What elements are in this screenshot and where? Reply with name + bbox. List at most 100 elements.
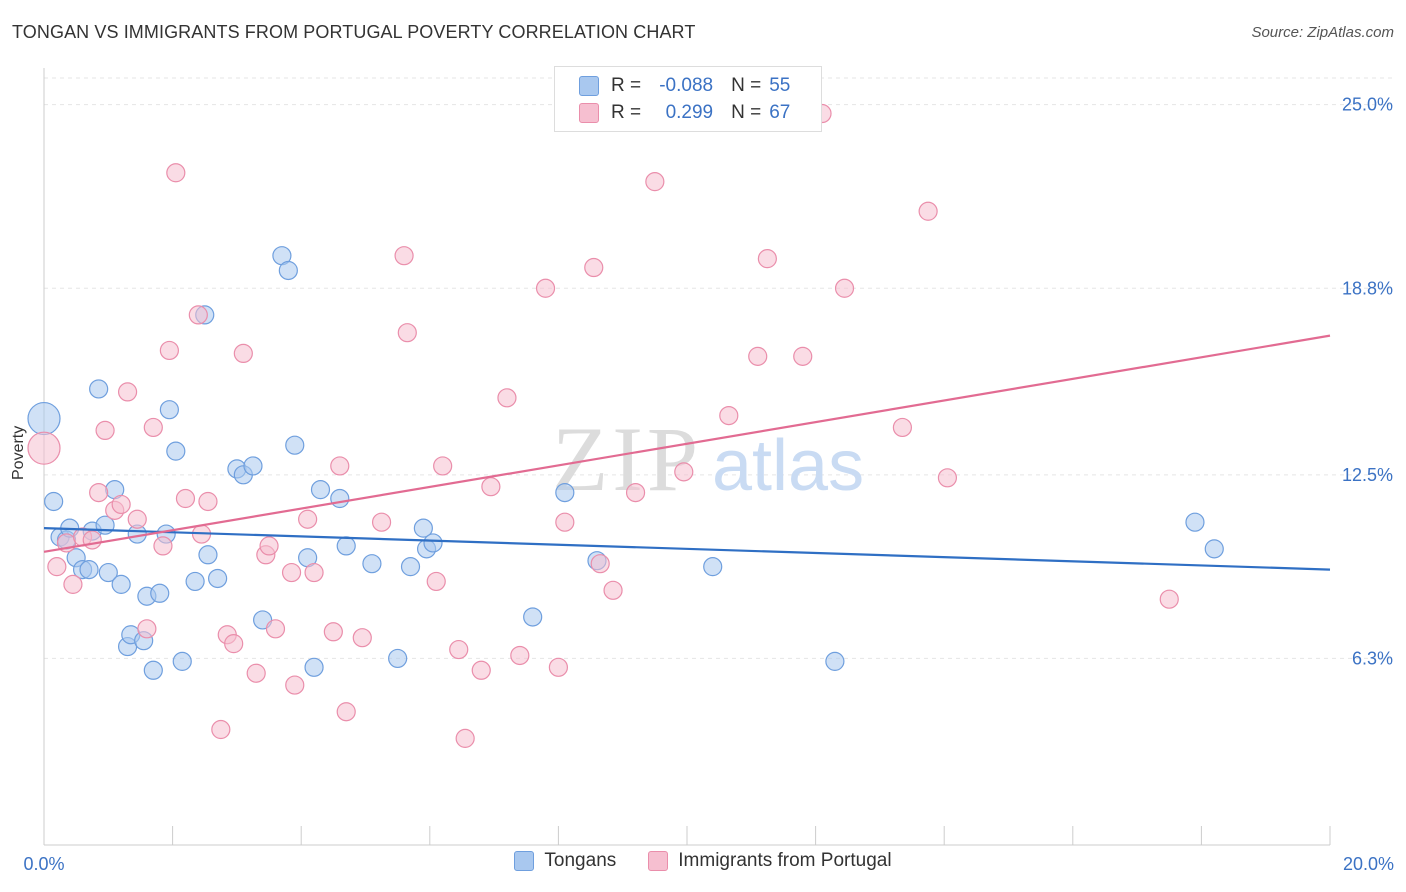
tongans-trend-line (43, 527, 1331, 571)
portugal-point (285, 675, 305, 695)
watermark-zip: ZIP (552, 408, 702, 510)
portugal-point (246, 663, 266, 683)
portugal-point (892, 417, 913, 438)
legend-n-value: 55 (769, 75, 791, 96)
portugal-trend-line (43, 334, 1331, 553)
portugal-point (111, 494, 131, 515)
portugal-point (259, 536, 279, 556)
series-legend-label: Immigrants from Portugal (678, 850, 892, 871)
tongans-point (172, 651, 192, 671)
portugal-point (175, 488, 196, 509)
portugal-point (555, 512, 575, 532)
portugal-point (188, 305, 208, 325)
series-legend-tongans[interactable]: Tongans (514, 850, 616, 872)
tongans-point (98, 562, 118, 583)
tongans-point (555, 482, 575, 503)
portugal-point (159, 340, 179, 361)
y-tick-label: 18.8% (1342, 278, 1393, 298)
portugal-point (535, 278, 556, 298)
tongans-point (198, 545, 218, 565)
y-tick-label: 12.5% (1342, 465, 1393, 485)
tongans-point (79, 559, 99, 580)
watermark-atlas: atlas (712, 426, 864, 506)
tongans-point (304, 657, 324, 677)
portugal-point (265, 619, 286, 639)
portugal-point (455, 728, 475, 748)
portugal-point (233, 343, 253, 364)
portugal-point (719, 405, 739, 426)
portugal-point (27, 431, 61, 465)
tick-labels: 6.3% 12.5% 18.8% 25.0% 0.0% 20.0% (23, 95, 1394, 874)
portugal-point (1159, 589, 1179, 609)
portugal-point (166, 163, 186, 183)
y-tick-label: 6.3% (1352, 648, 1393, 668)
portugal-point (397, 323, 417, 343)
portugal-point (757, 249, 777, 269)
legend-row-tongans: R = -0.088 N = 55 (579, 73, 790, 99)
portugal-point (298, 509, 318, 529)
portugal-point (352, 628, 372, 648)
legend-row-portugal: R = 0.299 N = 67 (579, 100, 790, 126)
tongans-point (310, 480, 331, 500)
tongans-point (1204, 539, 1224, 559)
portugal-point (224, 634, 244, 654)
tongans-point (185, 571, 205, 592)
portugal-point (625, 482, 646, 503)
source-label: Source: ZipAtlas.com (1251, 24, 1394, 41)
legend-r-value: 0.299 (665, 102, 714, 123)
x-tick-label: 20.0% (1343, 854, 1394, 874)
y-tick-label: 25.0% (1342, 95, 1393, 115)
tongans-point (150, 583, 170, 603)
portugal-point (47, 557, 67, 577)
portugal-point (471, 660, 491, 680)
portugal-point (584, 257, 604, 278)
portugal-point (127, 509, 147, 529)
series-legend-portugal[interactable]: Immigrants from Portugal (648, 850, 892, 872)
portugal-point (497, 388, 517, 408)
portugal-point (603, 580, 623, 600)
tongans-point (388, 648, 408, 669)
x-tick-label: 0.0% (23, 854, 64, 874)
series-swatch-portugal (648, 851, 669, 871)
data-points (27, 103, 1224, 748)
tongans-point (330, 488, 350, 509)
portugal-point (211, 719, 231, 740)
portugal-point (645, 172, 665, 192)
tongans-point (166, 441, 186, 461)
portugal-point (793, 346, 813, 366)
legend-n-value: 67 (769, 102, 791, 123)
portugal-point (834, 278, 855, 298)
portugal-point (89, 482, 109, 503)
legend-n-label: N = (731, 102, 762, 123)
portugal-point (481, 477, 501, 497)
correlation-legend: R = -0.088 N = 55 R = 0.299 N = 67 (554, 66, 822, 132)
legend-r-value: -0.088 (659, 75, 714, 96)
tongans-point (423, 533, 443, 553)
tongans-point (523, 607, 543, 627)
portugal-point (426, 571, 446, 592)
legend-swatch-portugal (579, 103, 599, 123)
portugal-point (82, 530, 102, 550)
portugal-point (143, 417, 163, 438)
tongans-point (1185, 512, 1205, 532)
portugal-point (548, 657, 569, 677)
portugal-point (304, 562, 324, 583)
portugal-point (330, 456, 350, 476)
portugal-point (153, 536, 173, 556)
legend-r-label: R = (611, 75, 642, 96)
watermark: ZIP atlas (552, 408, 864, 510)
portugal-point (117, 382, 138, 402)
portugal-point (937, 468, 958, 488)
portugal-point (95, 420, 115, 441)
tongans-point (208, 568, 228, 589)
tongans-point (89, 379, 109, 399)
series-legend: Tongans Immigrants from Portugal (0, 850, 1406, 872)
tongans-point (143, 660, 163, 680)
portugal-point (510, 645, 530, 666)
portugal-point (336, 702, 356, 722)
portugal-point (918, 201, 938, 221)
portugal-point (198, 491, 218, 512)
legend-r-label: R = (611, 102, 642, 123)
portugal-point (63, 574, 83, 594)
